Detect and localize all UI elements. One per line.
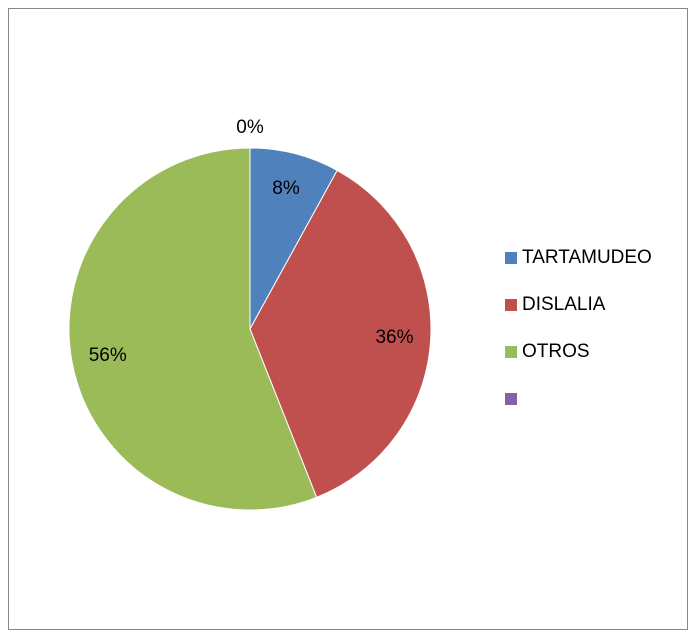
legend-swatch	[505, 346, 517, 358]
data-label: 8%	[272, 178, 300, 199]
data-label: 36%	[375, 327, 413, 348]
data-label: 0%	[236, 117, 264, 138]
pie-slice	[68, 147, 318, 511]
legend-label: TARTAMUDEO	[522, 247, 652, 268]
data-label: 56%	[89, 345, 127, 366]
legend-swatch	[505, 252, 517, 264]
legend-label: OTROS	[522, 341, 590, 362]
legend-label: DISLALIA	[522, 294, 606, 315]
legend-swatch	[505, 299, 517, 311]
legend-swatch	[505, 393, 517, 405]
pie-slice	[249, 147, 338, 330]
pie-slice	[249, 169, 432, 498]
